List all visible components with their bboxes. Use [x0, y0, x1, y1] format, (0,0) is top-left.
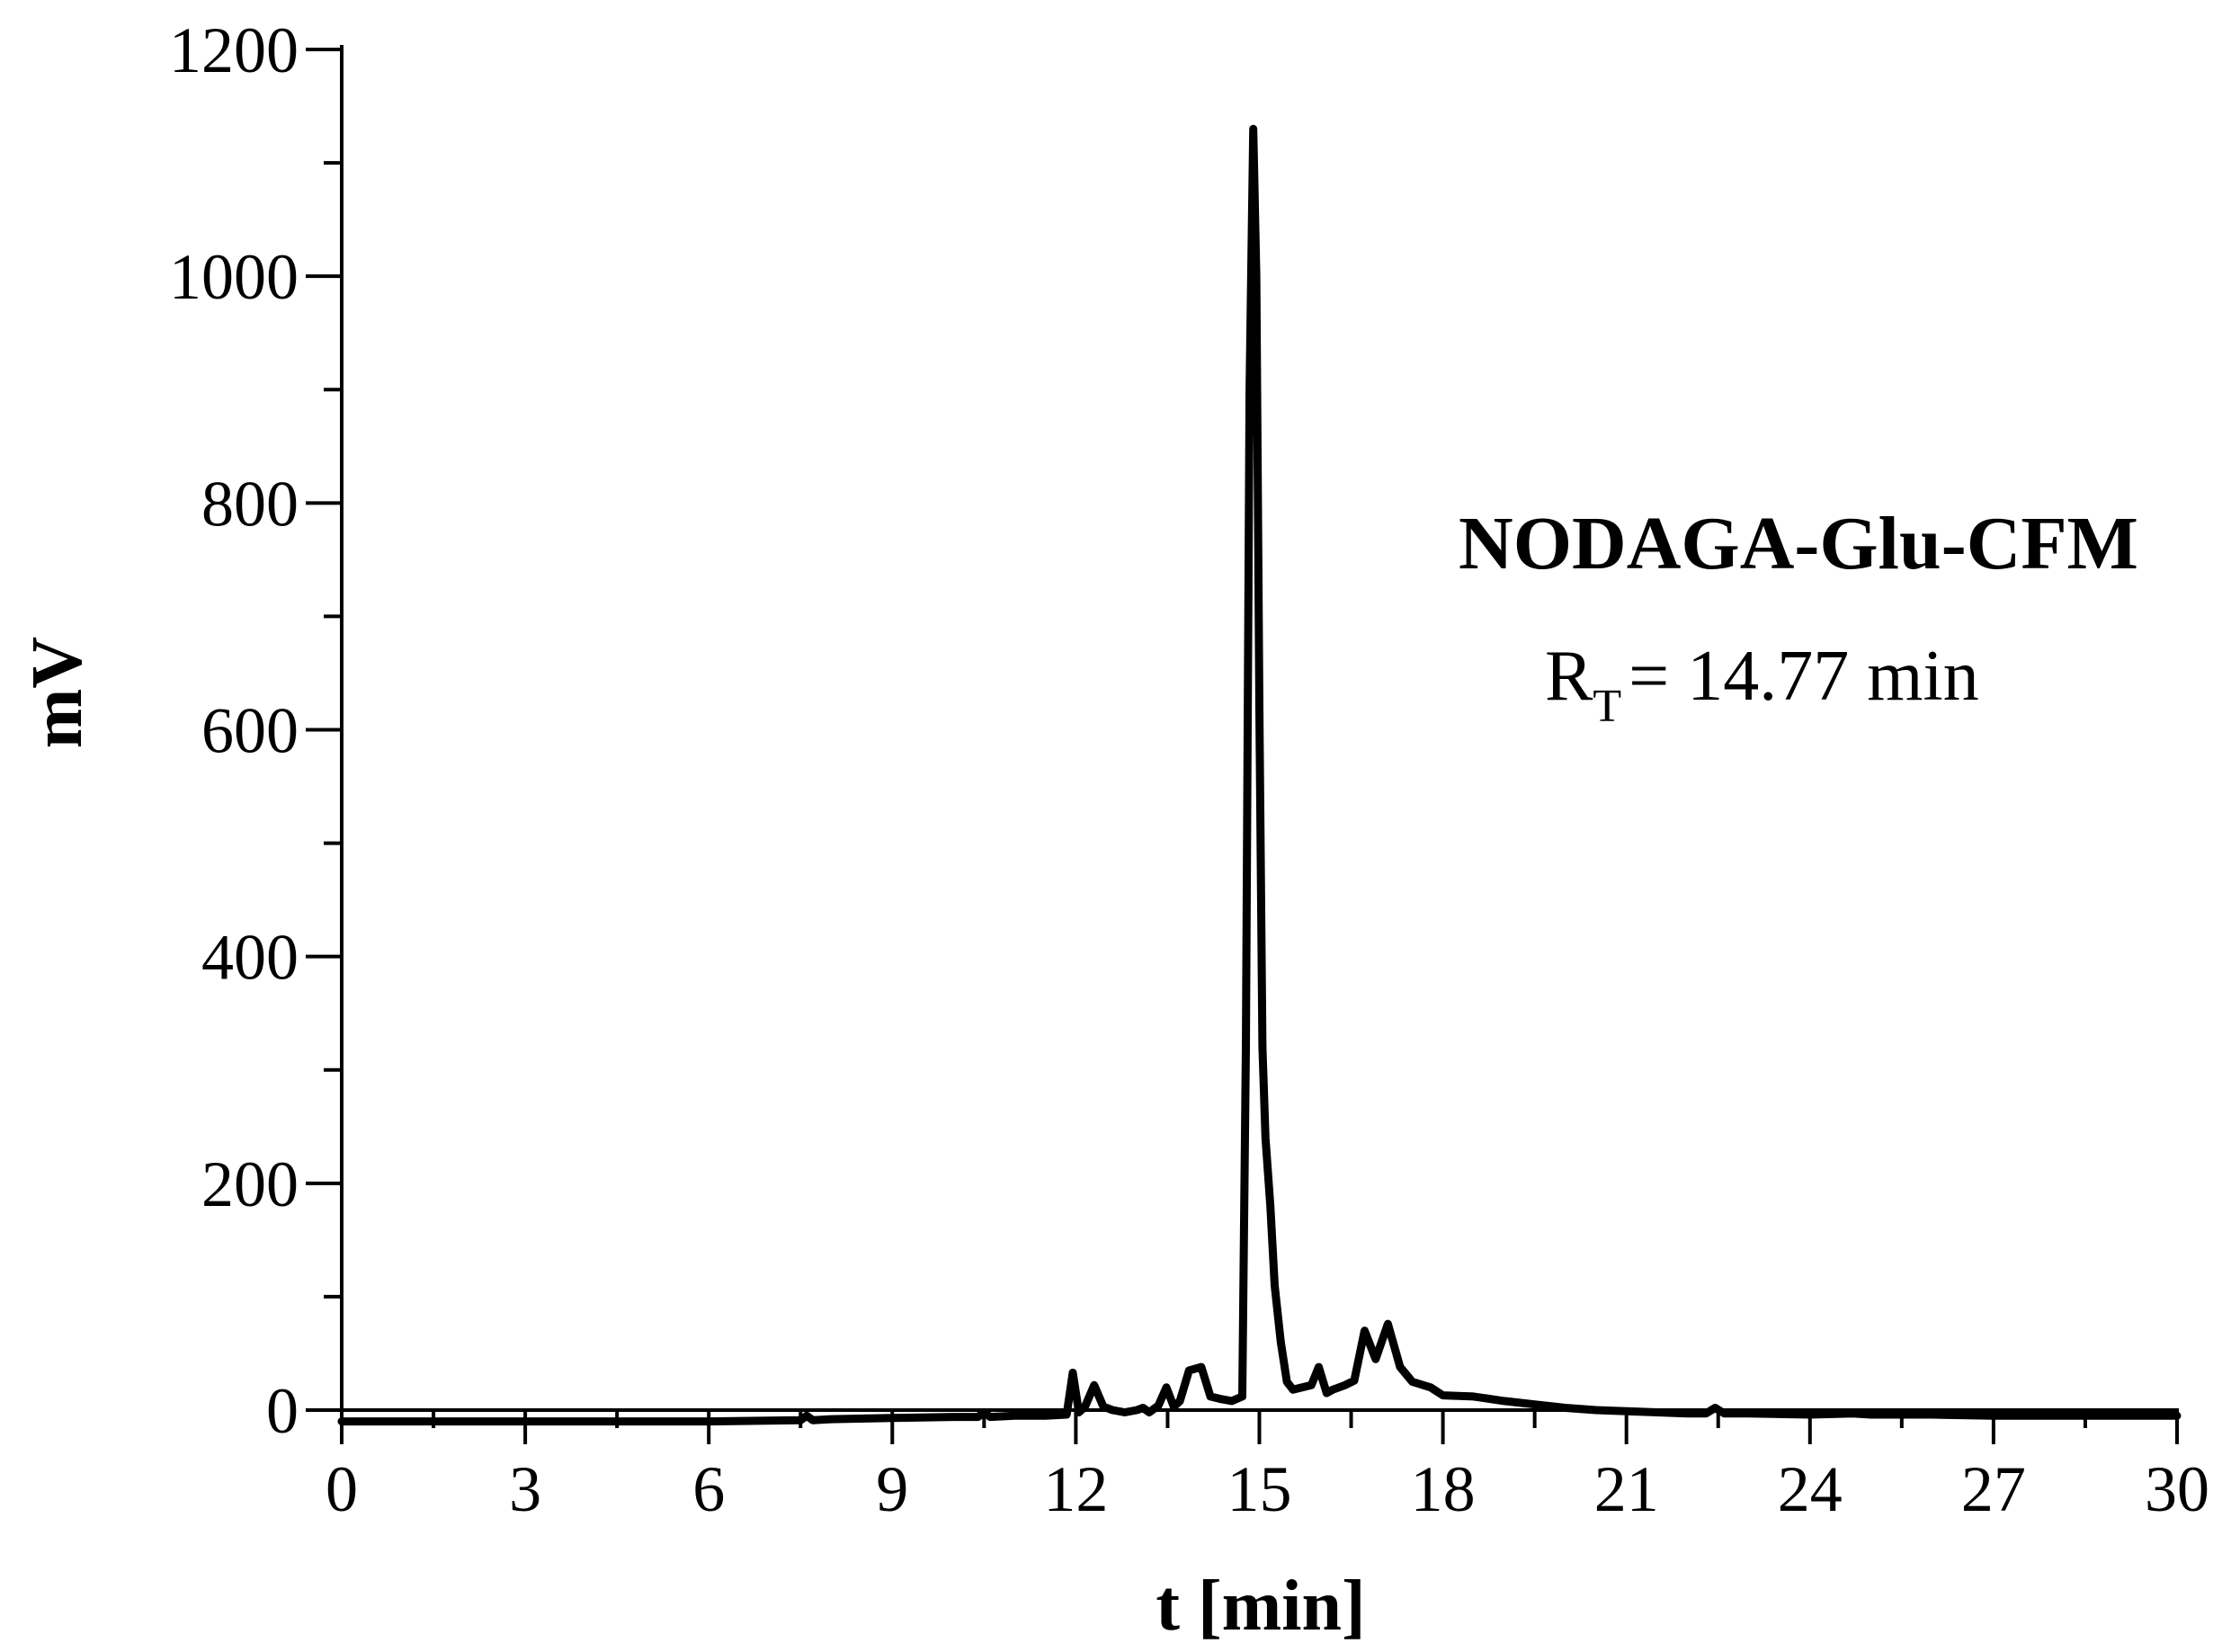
rt-subscript: T	[1593, 681, 1621, 732]
x-tick-label: 18	[1411, 1453, 1476, 1525]
x-tick-label: 6	[692, 1453, 725, 1525]
retention-time-annotation: RT = 14.77 min	[1545, 637, 1979, 732]
x-tick-label: 9	[876, 1453, 908, 1525]
x-axis-ticks: 0 3 6 9 12 15 18 21 24 27 30	[326, 1410, 2209, 1525]
x-tick-label: 21	[1594, 1453, 1659, 1525]
x-tick-label: 30	[2145, 1453, 2209, 1525]
x-tick-label: 24	[1778, 1453, 1843, 1525]
y-tick-label: 200	[201, 1148, 299, 1220]
x-tick-label: 15	[1227, 1453, 1292, 1525]
x-tick-label: 0	[326, 1453, 358, 1525]
x-tick-label: 27	[1961, 1453, 2026, 1525]
x-axis-title: t [min]	[1156, 1567, 1365, 1646]
y-tick-label: 600	[201, 695, 299, 767]
y-tick-label: 1200	[169, 14, 299, 86]
y-tick-label: 1000	[169, 241, 299, 313]
chromatogram-trace	[337, 124, 2182, 1426]
compound-annotation: NODAGA-Glu-CFM	[1459, 502, 2138, 585]
y-axis-title: mV	[18, 637, 97, 748]
rt-symbol: R	[1545, 637, 1593, 716]
y-axis-ticks: 0 200 400 600 800 1000 1200	[169, 14, 342, 1447]
x-tick-label: 3	[509, 1453, 541, 1525]
x-tick-label: 12	[1043, 1453, 1108, 1525]
series-group	[337, 124, 2182, 1426]
y-tick-label: 800	[201, 468, 299, 540]
y-tick-label: 400	[201, 922, 299, 994]
rt-value: = 14.77 min	[1629, 637, 1979, 716]
y-tick-label: 0	[266, 1375, 299, 1447]
